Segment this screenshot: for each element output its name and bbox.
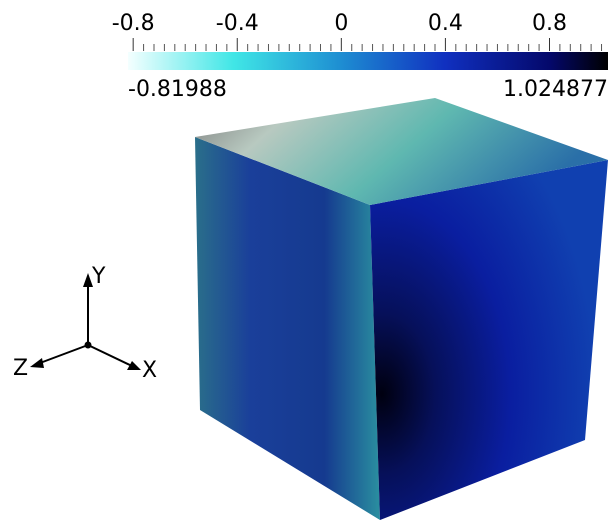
- y-label: Y: [91, 264, 106, 289]
- x-label: X: [142, 358, 157, 383]
- cube-top-face: [195, 98, 608, 205]
- tick-label: 0.4: [428, 11, 463, 36]
- tick-label: 0.8: [532, 11, 567, 36]
- color-legend: -0.8 -0.4 0 0.4 0.8 -0.81988 1.024877: [112, 11, 608, 102]
- x-arrow: [127, 361, 141, 370]
- tick-label: 0: [334, 11, 348, 36]
- z-arrow: [30, 358, 44, 368]
- x-axis: [87, 344, 133, 367]
- cube: [195, 98, 608, 520]
- axes-origin: [84, 341, 92, 349]
- tick-label: -0.4: [216, 11, 259, 36]
- range-min-label: -0.81988: [128, 77, 227, 102]
- range-max-label: 1.024877: [503, 77, 608, 102]
- orientation-axes: Y Z X: [13, 264, 157, 383]
- tick-label: -0.8: [112, 11, 155, 36]
- color-bar: [128, 52, 608, 70]
- z-label: Z: [13, 356, 28, 381]
- y-arrow: [83, 273, 93, 287]
- cube-left-face: [195, 137, 380, 520]
- cube-front-face: [370, 160, 608, 520]
- z-axis: [39, 344, 89, 364]
